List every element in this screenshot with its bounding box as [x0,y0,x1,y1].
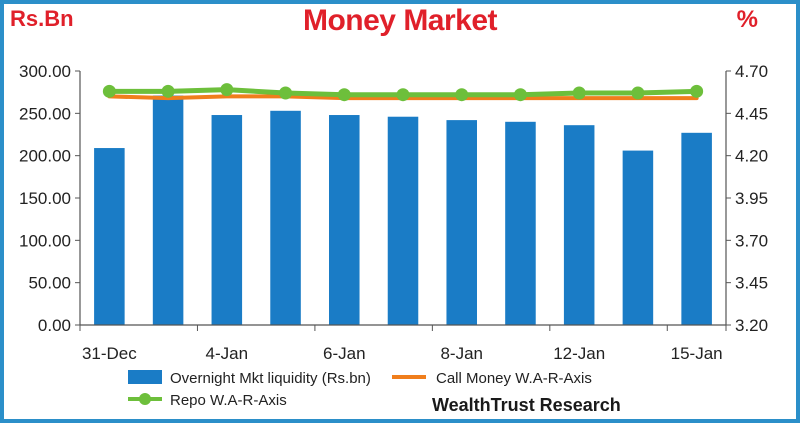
right-tick-label: 3.45 [735,274,768,293]
left-tick-label: 100.00 [19,231,71,250]
left-tick-label: 0.00 [38,316,71,335]
legend-label-repo: Repo W.A-R-Axis [170,392,287,409]
x-tick-label: 31-Dec [82,344,137,363]
liquidity-bar [387,116,419,325]
repo-point [337,88,351,102]
credit-text: WealthTrust Research [432,395,621,415]
repo-point [102,84,116,98]
right-y-axis: 3.20 3.45 3.70 3.95 4.20 4.45 4.70 [725,62,768,335]
left-tick-label: 300.00 [19,62,71,81]
liquidity-bar [505,121,536,325]
legend: Overnight Mkt liquidity (Rs.bn) Call Mone… [128,370,592,409]
left-tick-label: 200.00 [19,147,71,166]
chart-title: Money Market [302,4,498,37]
bar-series [94,95,712,326]
repo-point [455,88,469,102]
right-tick-label: 4.20 [735,147,768,166]
legend-swatch-liquidity [128,370,162,384]
left-y-axis: 0.00 50.00 100.00 150.00 200.00 250.00 300.00 [19,62,81,335]
repo-point [631,86,645,100]
x-tick-label: 12-Jan [553,344,605,363]
x-tick-label: 8-Jan [440,344,483,363]
right-tick-label: 3.70 [735,231,768,250]
liquidity-bar [270,110,301,325]
x-tick-label: 4-Jan [206,344,249,363]
liquidity-bar [622,150,654,325]
x-axis: 31-Dec 4-Jan 6-Jan 8-Jan 12-Jan 15-Jan [79,324,727,363]
liquidity-bar [152,95,184,325]
right-tick-label: 4.70 [735,62,768,81]
right-axis-unit: % [736,6,758,33]
legend-label-liquidity: Overnight Mkt liquidity (Rs.bn) [170,370,371,387]
liquidity-bar [211,115,243,325]
left-axis-unit: Rs.Bn [10,6,74,31]
repo-point [572,86,586,100]
right-tick-label: 3.20 [735,316,768,335]
liquidity-bar [446,120,477,326]
liquidity-bar [329,115,360,325]
x-tick-label: 15-Jan [671,344,723,363]
x-tick-label: 6-Jan [323,344,366,363]
left-tick-label: 250.00 [19,104,71,123]
repo-point [690,84,704,98]
legend-label-call-money: Call Money W.A-R-Axis [436,370,592,387]
repo-point [513,88,527,102]
liquidity-bar [563,125,595,325]
line-series [102,83,704,102]
liquidity-bar [681,132,712,325]
liquidity-bar [94,148,125,325]
repo-point [161,84,175,98]
right-tick-label: 3.95 [735,189,768,208]
right-tick-label: 4.45 [735,104,768,123]
legend-swatch-repo-marker [139,393,151,405]
repo-point [396,88,410,102]
repo-point [220,83,234,97]
left-tick-label: 50.00 [28,274,71,293]
left-tick-label: 150.00 [19,189,71,208]
repo-point [279,86,293,100]
